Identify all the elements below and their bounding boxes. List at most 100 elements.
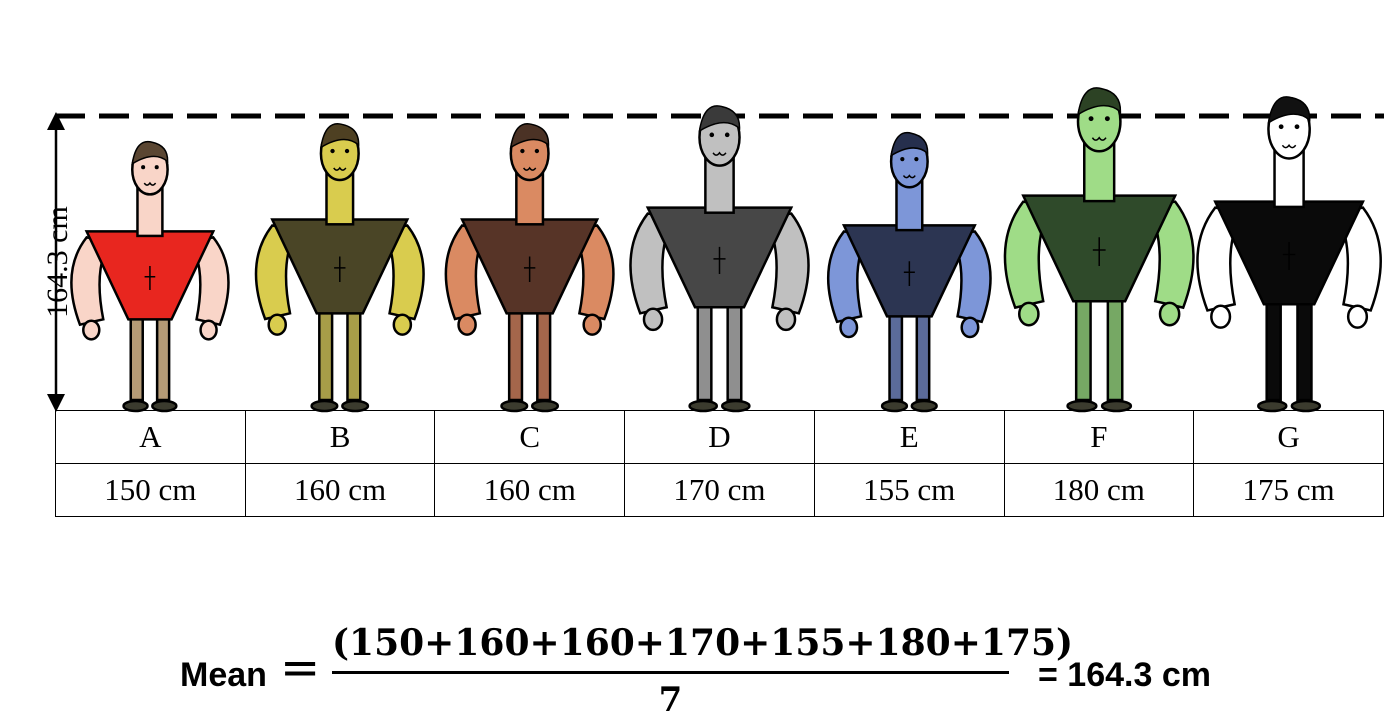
left-hand bbox=[457, 313, 477, 336]
height-figure: 164.3 cm bbox=[38, 87, 1384, 413]
character-c bbox=[444, 122, 615, 413]
right-hand bbox=[960, 316, 980, 339]
right-leg bbox=[1106, 293, 1124, 402]
right-hand bbox=[392, 313, 413, 336]
height-cell: 160 cm bbox=[434, 463, 626, 517]
letter-cell: A bbox=[55, 410, 246, 464]
right-hand bbox=[1346, 304, 1369, 329]
left-eye bbox=[1278, 124, 1284, 130]
left-leg bbox=[507, 306, 524, 402]
heights-table: A B C D E F G 150 cm 160 cm 160 cm 170 c… bbox=[55, 410, 1384, 517]
hair bbox=[509, 122, 550, 149]
right-hand bbox=[1158, 301, 1181, 327]
height-cell: 180 cm bbox=[1003, 463, 1195, 517]
right-hand bbox=[199, 319, 218, 341]
hair bbox=[1077, 87, 1122, 117]
left-eye bbox=[520, 148, 525, 154]
character-f bbox=[1003, 87, 1195, 413]
right-leg bbox=[155, 312, 171, 402]
left-leg bbox=[318, 306, 334, 402]
chin bbox=[522, 166, 537, 171]
letter-cell: E bbox=[813, 410, 1005, 464]
right-leg bbox=[346, 306, 362, 402]
left-eye bbox=[900, 157, 905, 162]
letters-row: A B C D E F G bbox=[55, 410, 1384, 464]
letter-cell: F bbox=[1003, 410, 1195, 464]
right-hand bbox=[775, 307, 797, 332]
right-eye bbox=[724, 132, 730, 138]
height-cell: 175 cm bbox=[1193, 463, 1384, 517]
belly-mark bbox=[523, 256, 536, 283]
arrow-down-head bbox=[47, 394, 65, 412]
letter-cell: B bbox=[244, 410, 436, 464]
character-e bbox=[826, 131, 992, 413]
chin bbox=[1281, 143, 1297, 149]
character-d bbox=[629, 105, 810, 413]
right-eye bbox=[1104, 116, 1110, 122]
height-cell: 150 cm bbox=[55, 463, 246, 517]
right-eye bbox=[344, 148, 350, 154]
left-eye bbox=[330, 148, 335, 154]
characters-svg bbox=[47, 87, 1384, 413]
formula-result: = 164.3 cm bbox=[1038, 656, 1211, 694]
hair bbox=[1267, 96, 1311, 125]
left-leg bbox=[1074, 293, 1092, 402]
right-leg bbox=[915, 309, 931, 402]
characters-group bbox=[70, 87, 1382, 413]
character-a bbox=[70, 140, 230, 413]
right-hand bbox=[582, 313, 602, 336]
left-hand bbox=[82, 319, 101, 341]
arrow-up-head bbox=[47, 112, 65, 130]
right-leg bbox=[726, 300, 743, 402]
letter-cell: G bbox=[1193, 410, 1384, 464]
right-eye bbox=[534, 148, 540, 154]
right-eye bbox=[1294, 124, 1300, 130]
left-leg bbox=[696, 300, 713, 402]
belly-mark bbox=[334, 256, 346, 283]
left-eye bbox=[141, 165, 146, 170]
belly-mark bbox=[144, 266, 156, 291]
formula-numerator: (150+160+160+170+155+180+175) bbox=[332, 622, 1074, 664]
left-hand bbox=[1210, 304, 1232, 329]
chin bbox=[1091, 136, 1107, 141]
belly-mark bbox=[1092, 237, 1106, 267]
chin bbox=[902, 174, 916, 179]
mean-height-text: 164.3 cm bbox=[41, 206, 74, 318]
height-cell: 170 cm bbox=[624, 463, 815, 517]
left-leg bbox=[1265, 297, 1282, 402]
left-hand bbox=[267, 313, 288, 336]
height-cell: 160 cm bbox=[244, 463, 436, 517]
letter-cell: D bbox=[624, 410, 815, 464]
hair bbox=[131, 140, 169, 166]
hair bbox=[698, 105, 741, 133]
character-g bbox=[1196, 96, 1382, 413]
right-eye bbox=[914, 157, 919, 162]
right-eye bbox=[154, 165, 159, 170]
left-hand bbox=[1017, 301, 1040, 327]
character-b bbox=[254, 122, 425, 413]
left-eye bbox=[709, 132, 715, 138]
chin bbox=[712, 151, 727, 156]
mean-formula: Mean = (150+160+160+170+155+180+175) 7 =… bbox=[0, 618, 1400, 721]
mean-word: Mean bbox=[180, 656, 267, 694]
left-leg bbox=[888, 309, 904, 402]
formula-denominator: 7 bbox=[658, 680, 683, 720]
left-leg bbox=[129, 312, 144, 402]
hair bbox=[319, 122, 360, 149]
hair bbox=[890, 131, 929, 158]
chin bbox=[333, 166, 347, 171]
fraction-bar bbox=[332, 671, 1009, 674]
right-leg bbox=[1296, 297, 1313, 402]
chin bbox=[143, 181, 157, 186]
left-hand bbox=[839, 316, 859, 339]
letter-cell: C bbox=[434, 410, 626, 464]
height-cell: 155 cm bbox=[813, 463, 1005, 517]
left-hand bbox=[642, 307, 664, 332]
heights-row: 150 cm 160 cm 160 cm 170 cm 155 cm 180 c… bbox=[55, 463, 1384, 517]
left-eye bbox=[1088, 116, 1094, 122]
belly-mark bbox=[713, 246, 726, 275]
mean-height-label: 164.3 cm bbox=[38, 116, 78, 408]
right-leg bbox=[536, 306, 552, 402]
belly-mark bbox=[1282, 242, 1296, 271]
equals-sign: = bbox=[280, 640, 321, 696]
